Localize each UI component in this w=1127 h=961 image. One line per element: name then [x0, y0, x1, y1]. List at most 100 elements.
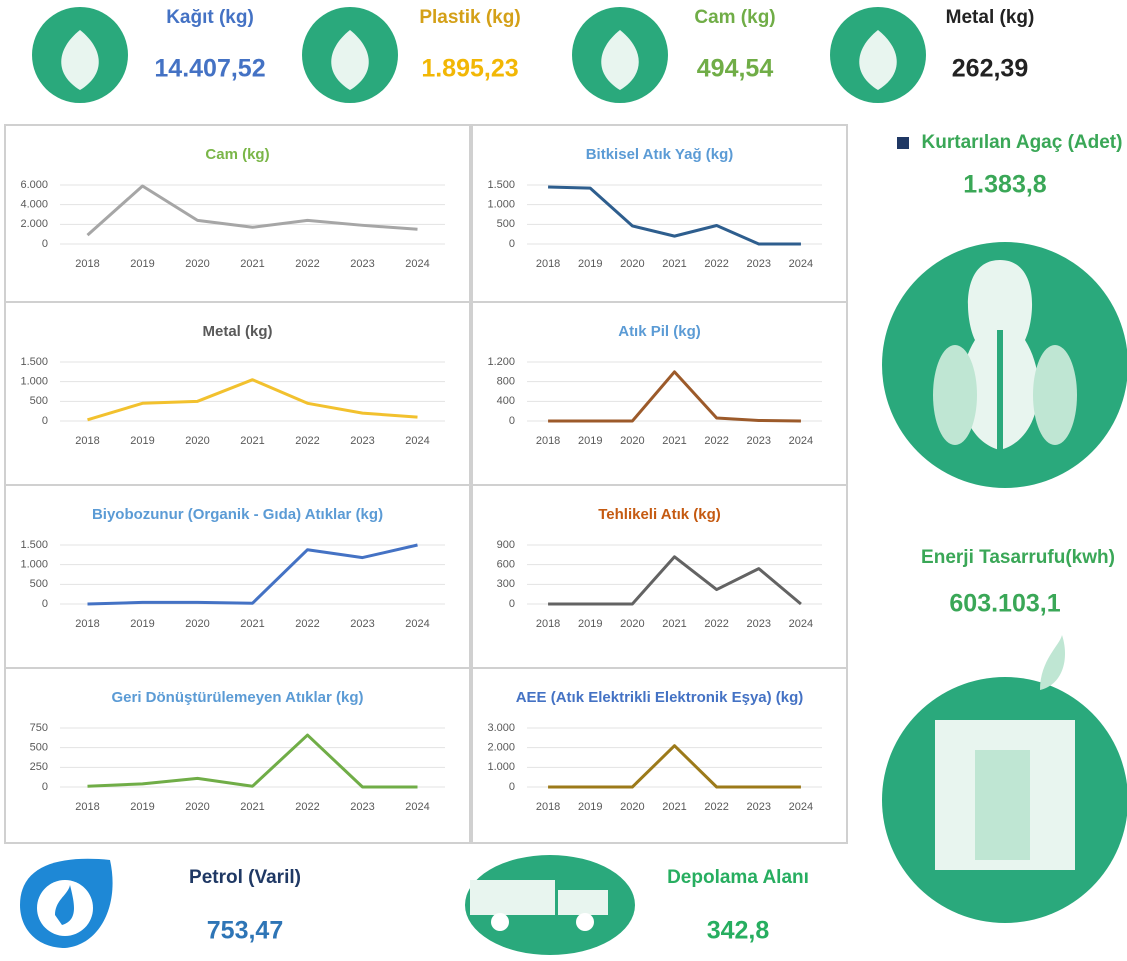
drop-icon [20, 859, 113, 948]
x-tick-label: 2023 [747, 801, 771, 813]
y-tick-label: 0 [42, 415, 48, 427]
line [548, 746, 801, 787]
x-tick-label: 2022 [295, 258, 319, 270]
chart-title: Cam (kg) [205, 146, 269, 163]
line [88, 545, 418, 604]
x-tick-label: 2018 [536, 258, 560, 270]
y-tick-label: 2.000 [20, 218, 48, 230]
side-value: 1.383,8 [963, 171, 1047, 199]
y-tick-label: 2.000 [487, 742, 515, 754]
kpi-label: Cam (kg) [694, 7, 775, 28]
x-tick-label: 2021 [240, 435, 264, 447]
x-tick-label: 2023 [350, 258, 374, 270]
chart-title: AEE (Atık Elektrikli Elektronik Eşya) (k… [516, 689, 804, 706]
y-tick-label: 500 [497, 218, 515, 230]
tree-icon [882, 242, 1127, 488]
x-tick-label: 2018 [75, 435, 99, 447]
x-tick-label: 2023 [747, 435, 771, 447]
y-tick-label: 900 [497, 539, 515, 551]
x-tick-label: 2020 [620, 435, 644, 447]
kpi-label: Metal (kg) [946, 7, 1035, 28]
chart-title: Biyobozunur (Organik - Gıda) Atıklar (kg… [92, 506, 383, 523]
x-tick-label: 2018 [536, 801, 560, 813]
y-tick-label: 4.000 [20, 199, 48, 211]
x-tick-label: 2024 [405, 258, 429, 270]
kpi-value: 262,39 [952, 55, 1028, 83]
chart-title: Tehlikeli Atık (kg) [598, 506, 721, 523]
x-tick-label: 2024 [405, 618, 429, 630]
x-tick-label: 2023 [350, 435, 374, 447]
x-tick-label: 2023 [350, 801, 374, 813]
y-tick-label: 1.500 [20, 356, 48, 368]
truck-icon [465, 855, 635, 955]
x-tick-label: 2020 [620, 801, 644, 813]
chart-title: Bitkisel Atık Yağ (kg) [586, 146, 734, 163]
x-tick-label: 2022 [295, 801, 319, 813]
x-tick-label: 2021 [662, 258, 686, 270]
y-tick-label: 600 [497, 559, 515, 571]
chart-title: Metal (kg) [202, 323, 272, 340]
x-tick-label: 2022 [704, 801, 728, 813]
x-tick-label: 2023 [350, 618, 374, 630]
x-tick-label: 2024 [405, 435, 429, 447]
x-tick-label: 2018 [536, 435, 560, 447]
side-label: Kurtarılan Agaç (Adet) [922, 132, 1123, 153]
x-tick-label: 2024 [789, 801, 813, 813]
y-tick-label: 1.500 [20, 539, 48, 551]
y-tick-label: 1.000 [20, 559, 48, 571]
x-tick-label: 2020 [185, 801, 209, 813]
y-tick-label: 0 [509, 781, 515, 793]
x-tick-label: 2018 [75, 801, 99, 813]
x-tick-label: 2024 [789, 258, 813, 270]
x-tick-label: 2020 [185, 435, 209, 447]
x-tick-label: 2021 [662, 435, 686, 447]
dashboard: Kağıt (kg)14.407,52Plastik (kg)1.895,23C… [0, 0, 1127, 961]
x-tick-label: 2024 [789, 435, 813, 447]
y-tick-label: 1.200 [487, 356, 515, 368]
x-tick-label: 2020 [620, 618, 644, 630]
y-tick-label: 3.000 [487, 722, 515, 734]
x-tick-label: 2019 [130, 435, 154, 447]
x-tick-label: 2022 [295, 618, 319, 630]
y-tick-label: 500 [30, 742, 48, 754]
y-tick-label: 400 [497, 395, 515, 407]
kpi-value: 14.407,52 [154, 55, 265, 83]
x-tick-label: 2020 [620, 258, 644, 270]
line [548, 557, 801, 604]
x-tick-label: 2019 [130, 618, 154, 630]
kpi-value: 1.895,23 [421, 55, 518, 83]
building-icon [882, 635, 1127, 923]
x-tick-label: 2021 [662, 618, 686, 630]
x-tick-label: 2021 [240, 618, 264, 630]
y-tick-label: 0 [509, 415, 515, 427]
bottom-label: Petrol (Varil) [189, 867, 301, 888]
side-label: Enerji Tasarrufu(kwh) [921, 547, 1115, 568]
y-tick-label: 250 [30, 761, 48, 773]
bottom-value: 753,47 [207, 917, 283, 945]
line [88, 380, 418, 420]
x-tick-label: 2022 [704, 618, 728, 630]
bottom-value: 342,8 [707, 917, 770, 945]
side-value: 603.103,1 [949, 590, 1060, 618]
x-tick-label: 2022 [295, 435, 319, 447]
kpi-label: Kağıt (kg) [166, 7, 254, 28]
y-tick-label: 500 [30, 395, 48, 407]
x-tick-label: 2024 [405, 801, 429, 813]
x-tick-label: 2022 [704, 258, 728, 270]
legend-square [897, 137, 909, 149]
y-tick-label: 0 [509, 238, 515, 250]
x-tick-label: 2018 [75, 618, 99, 630]
y-tick-label: 0 [42, 781, 48, 793]
line [88, 186, 418, 235]
y-tick-label: 800 [497, 376, 515, 388]
bottom-label: Depolama Alanı [667, 867, 809, 888]
chart-title: Geri Dönüştürülemeyen Atıklar (kg) [112, 689, 364, 706]
line [88, 735, 418, 787]
x-tick-label: 2021 [662, 801, 686, 813]
x-tick-label: 2018 [75, 258, 99, 270]
x-tick-label: 2020 [185, 258, 209, 270]
y-tick-label: 0 [42, 598, 48, 610]
x-tick-label: 2019 [578, 618, 602, 630]
x-tick-label: 2023 [747, 618, 771, 630]
y-tick-label: 0 [509, 598, 515, 610]
